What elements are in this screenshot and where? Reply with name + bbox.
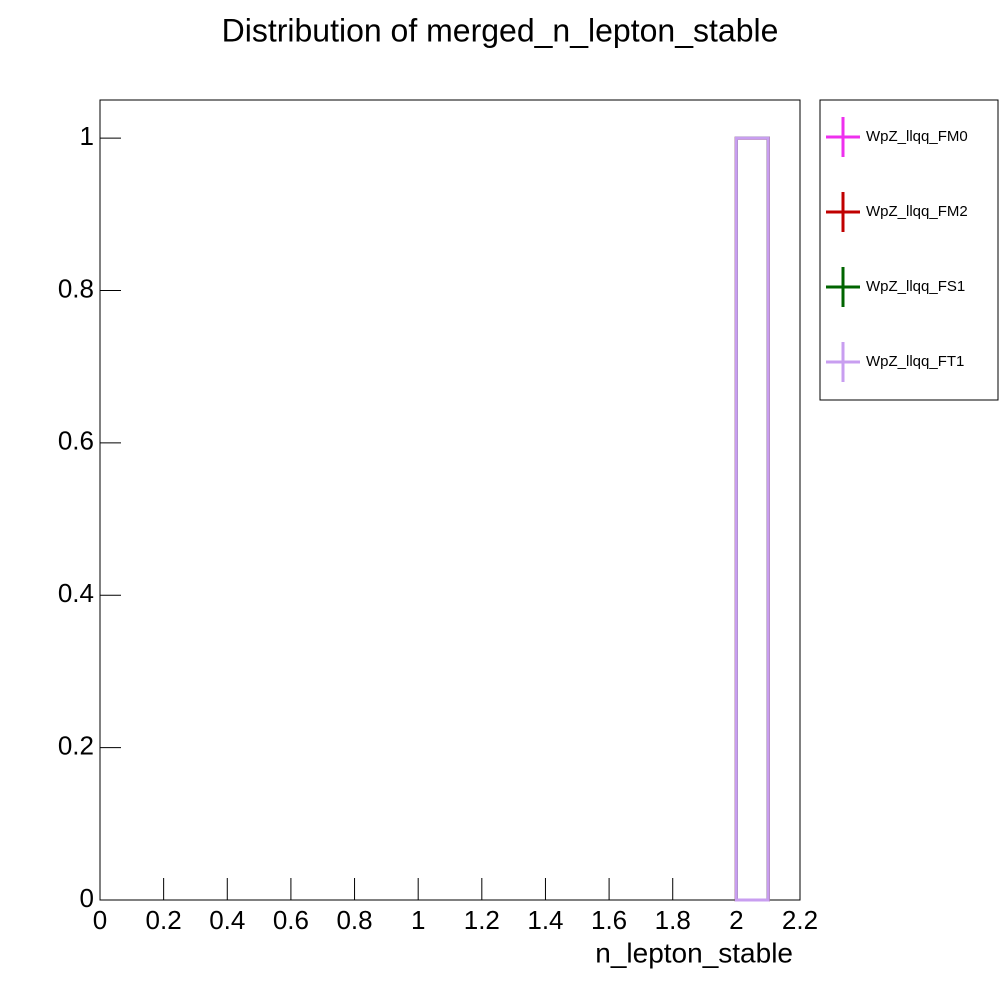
x-tick-label: 0.6 [273,905,309,935]
x-tick-label: 0.2 [146,905,182,935]
x-tick-label: 1.8 [655,905,691,935]
y-tick-label: 0 [80,883,94,913]
x-axis-label: n_lepton_stable [595,937,793,968]
x-tick-label: 2.2 [782,905,818,935]
legend-box [819,99,999,401]
y-tick-label: 1 [80,121,94,151]
x-tick-label: 1.4 [527,905,563,935]
x-tick-label: 0.4 [209,905,245,935]
y-tick-label: 0.4 [58,578,94,608]
x-tick-label: 0.8 [336,905,372,935]
y-tick-label: 0.6 [58,426,94,456]
x-tick-label: 1 [411,905,425,935]
legend-label: WpZ_llqq_FM2 [866,203,968,220]
x-tick-label: 0 [93,905,107,935]
x-tick-label: 1.2 [464,905,500,935]
x-tick-label: 2 [729,905,743,935]
legend-label: WpZ_llqq_FT1 [866,353,964,370]
y-tick-label: 0.8 [58,273,94,303]
plot-frame [99,99,801,901]
y-tick-label: 0.2 [58,730,94,760]
x-tick-label: 1.6 [591,905,627,935]
legend-label: WpZ_llqq_FM0 [866,128,968,145]
histogram-bar [734,136,770,902]
legend-label: WpZ_llqq_FS1 [866,278,965,295]
chart-title: Distribution of merged_n_lepton_stable [222,12,779,48]
